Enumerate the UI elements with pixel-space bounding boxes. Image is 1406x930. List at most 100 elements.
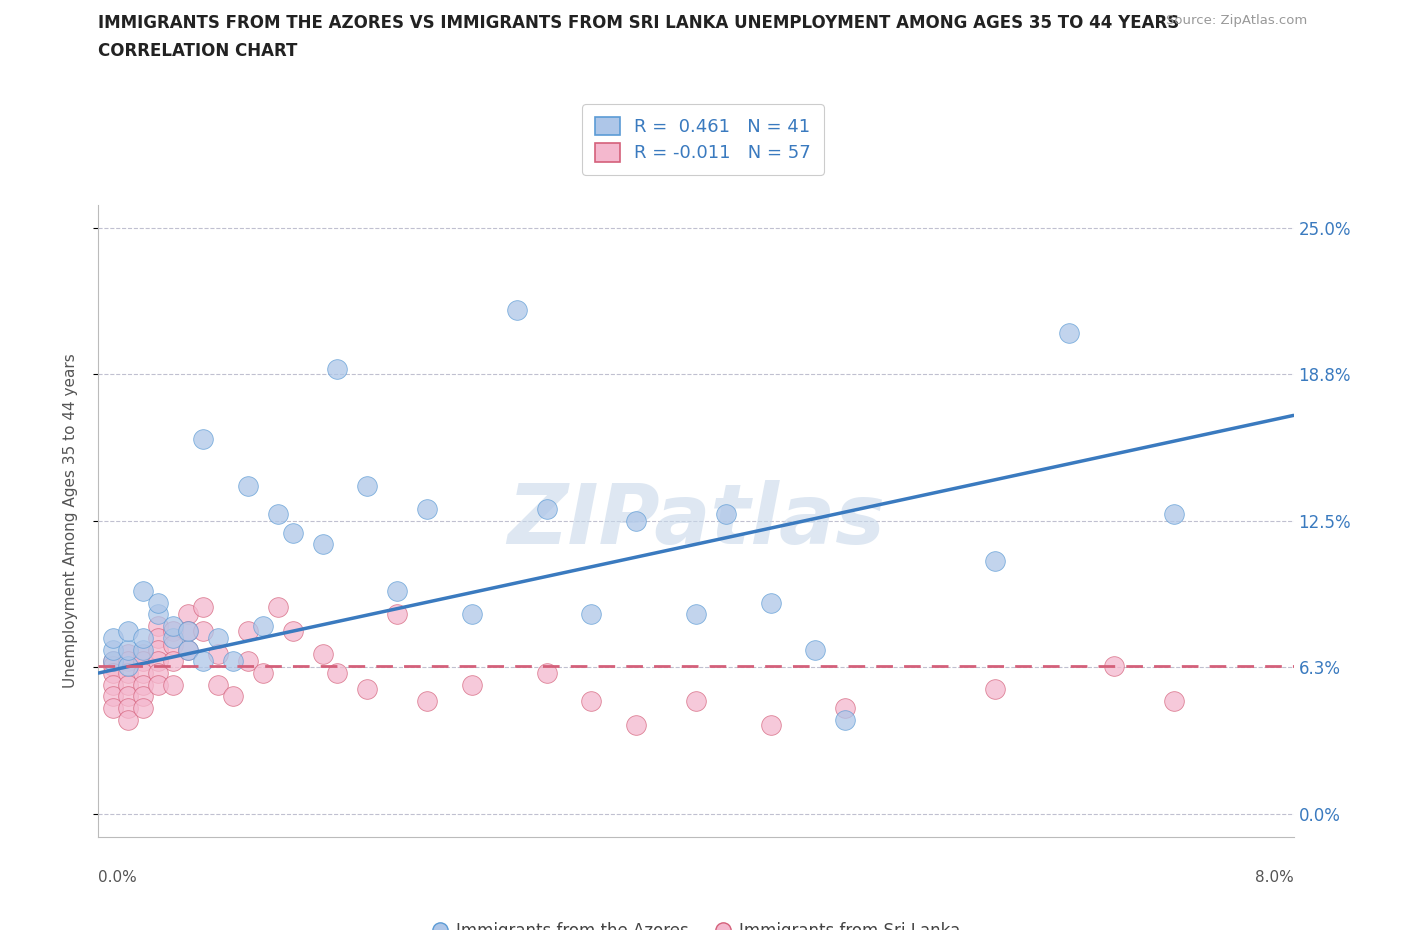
Point (222, 654, 245, 669)
Point (461, 607, 484, 622)
Point (267, 506, 290, 521)
Point (759, 595, 782, 610)
Point (356, 478, 378, 493)
Point (177, 607, 200, 622)
Point (117, 689, 139, 704)
Text: 0.0%: 0.0% (98, 870, 138, 884)
Text: CORRELATION CHART: CORRELATION CHART (98, 42, 298, 60)
Point (222, 689, 245, 704)
Point (162, 677, 184, 692)
Point (536, 666, 558, 681)
Point (132, 689, 155, 704)
Point (148, 618, 170, 633)
Point (385, 607, 409, 622)
Text: Source: ZipAtlas.com: Source: ZipAtlas.com (1167, 14, 1308, 27)
Point (162, 637, 184, 652)
Point (103, 631, 125, 645)
Point (132, 631, 155, 645)
Point (267, 600, 290, 615)
Point (356, 682, 378, 697)
Point (834, 712, 856, 727)
Point (103, 643, 125, 658)
Point (326, 666, 349, 681)
Point (103, 677, 125, 692)
Point (117, 700, 139, 715)
Point (117, 623, 139, 638)
Point (326, 361, 349, 376)
Point (117, 677, 139, 692)
Point (132, 654, 155, 669)
Point (148, 677, 170, 692)
Point (236, 623, 259, 638)
Point (162, 618, 184, 633)
Point (207, 647, 229, 662)
Point (252, 666, 274, 681)
Legend: R =  0.461   N = 41, R = -0.011   N = 57: R = 0.461 N = 41, R = -0.011 N = 57 (582, 104, 824, 175)
Text: ZIPatlas: ZIPatlas (508, 480, 884, 562)
Point (1163, 694, 1185, 709)
Point (1059, 326, 1081, 341)
Point (207, 677, 229, 692)
Point (117, 647, 139, 662)
Point (1163, 506, 1185, 521)
Point (191, 623, 214, 638)
Point (148, 666, 170, 681)
Point (103, 654, 125, 669)
Point (103, 700, 125, 715)
Point (177, 643, 200, 658)
Point (581, 607, 603, 622)
Point (416, 694, 439, 709)
Point (983, 553, 1005, 568)
Point (983, 682, 1005, 697)
Point (191, 600, 214, 615)
Point (281, 525, 304, 540)
Point (311, 647, 333, 662)
Point (236, 478, 259, 493)
Point (117, 643, 139, 658)
Point (162, 654, 184, 669)
Point (148, 595, 170, 610)
Legend: Immigrants from the Azores, Immigrants from Sri Lanka: Immigrants from the Azores, Immigrants f… (425, 915, 967, 930)
Point (416, 501, 439, 516)
Point (581, 694, 603, 709)
Point (148, 607, 170, 622)
Point (103, 654, 125, 669)
Text: 8.0%: 8.0% (1254, 870, 1294, 884)
Point (804, 643, 827, 658)
Point (117, 658, 139, 673)
Point (281, 623, 304, 638)
Y-axis label: Unemployment Among Ages 35 to 44 years: Unemployment Among Ages 35 to 44 years (63, 353, 77, 688)
Point (148, 631, 170, 645)
Point (132, 647, 155, 662)
Point (385, 584, 409, 599)
Point (252, 618, 274, 633)
Point (536, 501, 558, 516)
Point (177, 623, 200, 638)
Point (311, 537, 333, 551)
Point (148, 643, 170, 658)
Point (162, 631, 184, 645)
Point (132, 700, 155, 715)
Point (177, 623, 200, 638)
Point (103, 689, 125, 704)
Point (148, 654, 170, 669)
Point (714, 506, 737, 521)
Point (191, 432, 214, 446)
Point (117, 712, 139, 727)
Point (236, 654, 259, 669)
Point (117, 666, 139, 681)
Point (461, 677, 484, 692)
Point (132, 643, 155, 658)
Point (177, 643, 200, 658)
Point (191, 654, 214, 669)
Point (162, 623, 184, 638)
Point (506, 302, 529, 317)
Point (834, 700, 856, 715)
Point (132, 584, 155, 599)
Point (132, 677, 155, 692)
Point (759, 717, 782, 732)
Point (1102, 658, 1125, 673)
Point (117, 654, 139, 669)
Point (207, 631, 229, 645)
Point (624, 717, 647, 732)
